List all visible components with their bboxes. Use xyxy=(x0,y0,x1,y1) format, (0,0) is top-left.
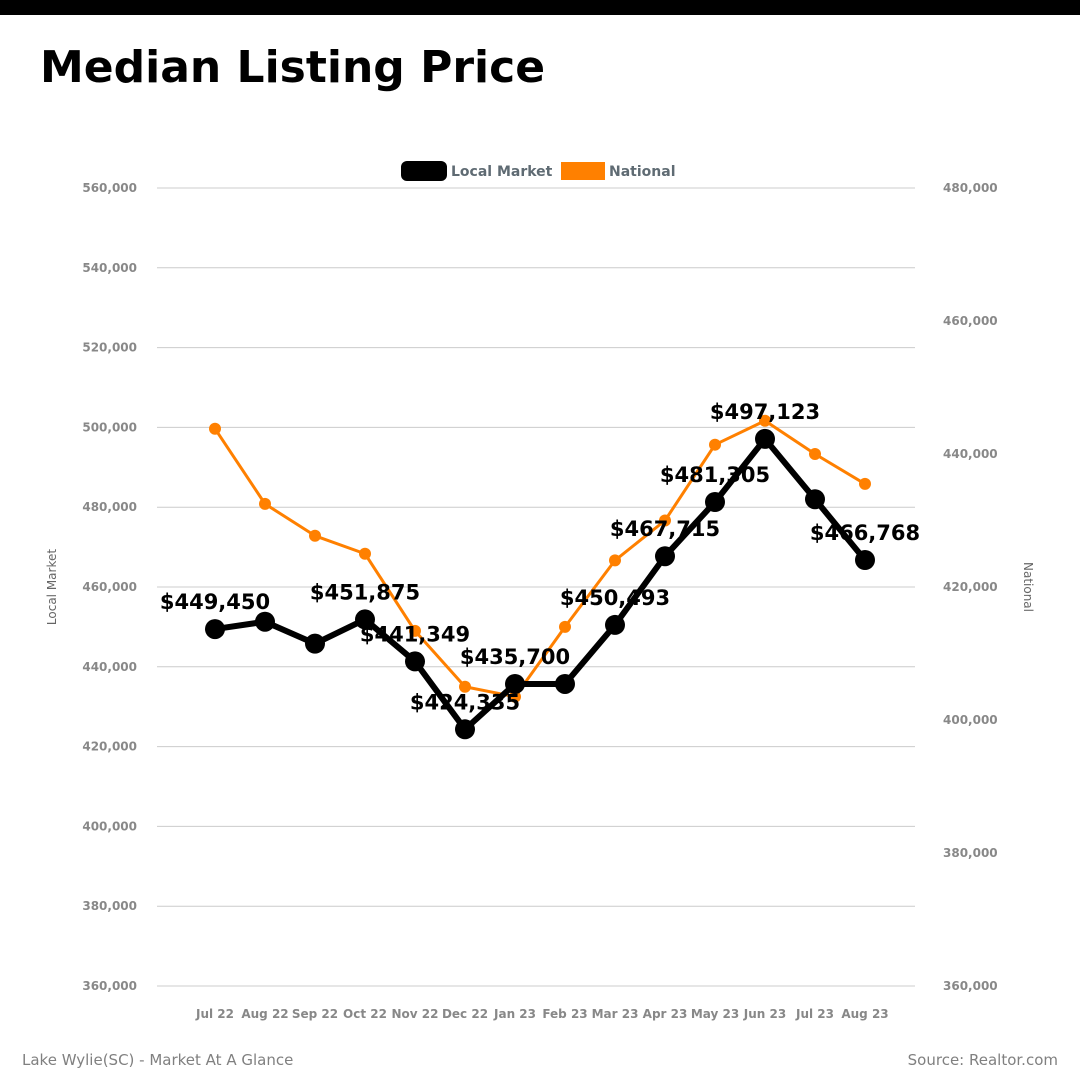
y-left-tick-label: 540,000 xyxy=(82,261,137,275)
x-tick-label: Aug 22 xyxy=(241,1007,288,1021)
y-right-axis-title: National xyxy=(1021,562,1035,612)
national-point xyxy=(259,497,271,510)
x-tick-label: Aug 23 xyxy=(841,1007,888,1021)
y-left-axis-title: Local Market xyxy=(45,549,59,625)
y-left-tick-label: 440,000 xyxy=(82,660,137,674)
local-data-label: $441,349 xyxy=(360,622,470,646)
national-point xyxy=(759,414,771,427)
x-tick-label: Mar 23 xyxy=(592,1007,639,1021)
y-left-tick-label: 400,000 xyxy=(82,819,137,833)
y-left-tick-label: 420,000 xyxy=(82,740,137,754)
national-point xyxy=(559,620,571,633)
local-point xyxy=(555,673,575,694)
y-left-tick-label: 460,000 xyxy=(82,580,137,594)
local-point xyxy=(805,489,825,510)
local-point xyxy=(705,491,725,512)
x-tick-label: Oct 22 xyxy=(343,1007,387,1021)
local-point xyxy=(655,546,675,567)
national-point xyxy=(359,547,371,560)
local-data-label: $435,700 xyxy=(460,645,570,669)
local-data-label: $481,305 xyxy=(660,463,770,487)
local-point xyxy=(505,673,525,694)
national-point xyxy=(459,680,471,693)
national-point xyxy=(409,624,421,637)
national-point xyxy=(609,554,621,567)
local-data-label: $497,123 xyxy=(710,400,820,424)
local-data-label: $424,335 xyxy=(410,690,520,714)
x-tick-label: Jul 22 xyxy=(195,1007,234,1021)
y-left-tick-label: 360,000 xyxy=(82,979,137,993)
y-left-tick-label: 380,000 xyxy=(82,899,137,913)
y-right-tick-label: 460,000 xyxy=(943,314,998,328)
local-point xyxy=(405,651,425,672)
footer-source: Source: Realtor.com xyxy=(907,1051,1058,1069)
legend-swatch-national xyxy=(561,162,605,180)
x-tick-label: Sep 22 xyxy=(292,1007,338,1021)
y-right-tick-label: 400,000 xyxy=(943,713,998,727)
page-title: Median Listing Price xyxy=(40,42,546,93)
national-point xyxy=(509,690,521,703)
x-tick-label: Jan 23 xyxy=(493,1007,536,1021)
legend-swatch-local xyxy=(401,161,447,181)
y-left-tick-label: 480,000 xyxy=(82,500,137,514)
national-point xyxy=(309,529,321,542)
local-point xyxy=(855,549,875,570)
y-right-tick-label: 420,000 xyxy=(943,580,998,594)
x-tick-label: Jul 23 xyxy=(795,1007,834,1021)
x-tick-label: Jun 23 xyxy=(743,1007,786,1021)
y-right-tick-label: 380,000 xyxy=(943,846,998,860)
local-point xyxy=(605,614,625,635)
local-data-label: $467,715 xyxy=(610,517,720,541)
local-point xyxy=(355,609,375,630)
x-tick-label: Apr 23 xyxy=(643,1007,688,1021)
legend-label-local: Local Market xyxy=(451,164,553,180)
y-right-tick-label: 440,000 xyxy=(943,447,998,461)
national-point xyxy=(709,438,721,451)
local-point xyxy=(205,619,225,640)
local-data-label: $451,875 xyxy=(310,580,420,604)
y-left-tick-label: 500,000 xyxy=(82,420,137,434)
local-data-label: $466,768 xyxy=(810,521,920,545)
local-data-label: $449,450 xyxy=(160,590,270,614)
series-line-national xyxy=(213,419,866,699)
x-tick-label: May 23 xyxy=(691,1007,739,1021)
y-left-tick-label: 520,000 xyxy=(82,341,137,355)
chart: 360,000 380,000 400,000 420,000 440,000 460,0… xyxy=(45,161,1035,1021)
local-data-label: $450,493 xyxy=(560,586,670,610)
x-tick-label: Feb 23 xyxy=(542,1007,587,1021)
national-point xyxy=(859,477,871,490)
local-point xyxy=(305,633,325,654)
x-tick-label: Dec 22 xyxy=(442,1007,488,1021)
y-left-tick-label: 560,000 xyxy=(82,181,137,195)
footer-market-name: Lake Wylie(SC) - Market At A Glance xyxy=(22,1051,294,1069)
national-point xyxy=(809,448,821,460)
x-tick-label: Nov 22 xyxy=(392,1007,439,1021)
national-point xyxy=(209,422,221,435)
y-right-tick-label: 360,000 xyxy=(943,979,998,993)
local-point xyxy=(755,428,775,449)
local-point xyxy=(455,719,475,740)
local-point xyxy=(255,611,275,632)
y-right-tick-label: 480,000 xyxy=(943,181,998,195)
national-point xyxy=(659,514,671,527)
legend-label-national: National xyxy=(609,164,676,180)
top-bar xyxy=(0,0,1080,15)
